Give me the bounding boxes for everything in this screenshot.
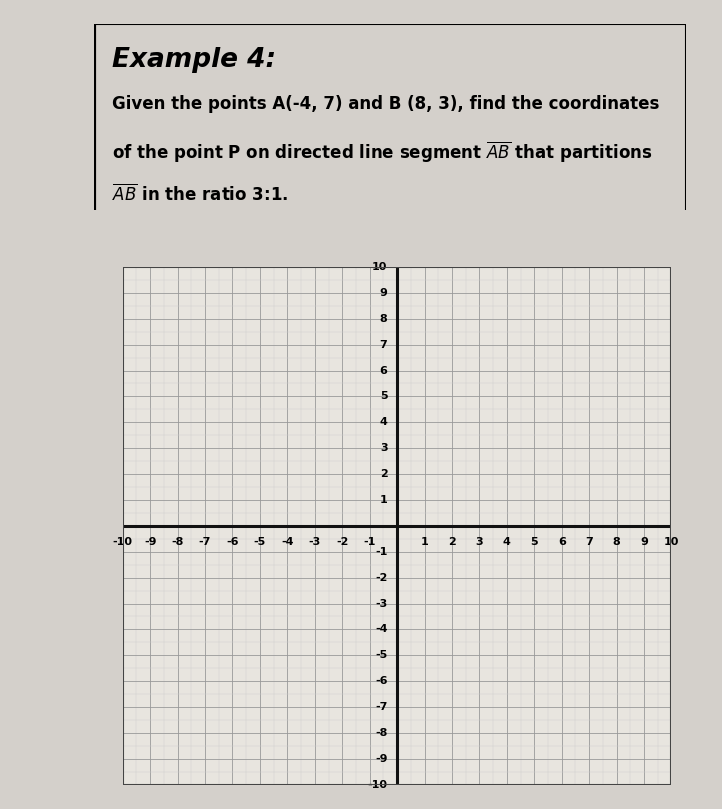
Text: 10: 10: [664, 537, 679, 548]
Text: -4: -4: [375, 625, 388, 634]
Text: 9: 9: [640, 537, 648, 548]
Text: 4: 4: [380, 417, 388, 427]
Text: 2: 2: [448, 537, 456, 548]
Text: -9: -9: [375, 754, 388, 764]
Text: -5: -5: [254, 537, 266, 548]
Text: of the point P on directed line segment $\overline{AB}$ that partitions: of the point P on directed line segment …: [112, 140, 652, 165]
Text: 4: 4: [503, 537, 510, 548]
Text: -8: -8: [171, 537, 184, 548]
Text: 3: 3: [476, 537, 483, 548]
Text: -1: -1: [375, 547, 388, 557]
Text: -7: -7: [375, 702, 388, 712]
Text: 7: 7: [380, 340, 388, 349]
Text: -3: -3: [309, 537, 321, 548]
Text: Given the points A(-4, 7) and B (8, 3), find the coordinates: Given the points A(-4, 7) and B (8, 3), …: [112, 95, 659, 113]
Text: 5: 5: [531, 537, 538, 548]
Text: -8: -8: [375, 728, 388, 738]
Text: 6: 6: [380, 366, 388, 375]
Text: -2: -2: [336, 537, 349, 548]
Text: -6: -6: [375, 676, 388, 686]
Text: -10: -10: [367, 780, 388, 790]
Text: -4: -4: [281, 537, 294, 548]
Text: -1: -1: [363, 537, 376, 548]
Text: $\overline{AB}$ in the ratio 3:1.: $\overline{AB}$ in the ratio 3:1.: [112, 184, 288, 205]
Text: Example 4:: Example 4:: [112, 47, 276, 73]
Text: 3: 3: [380, 443, 388, 453]
Text: -7: -7: [199, 537, 212, 548]
Text: 1: 1: [380, 495, 388, 505]
Text: -9: -9: [144, 537, 157, 548]
Text: 7: 7: [586, 537, 593, 548]
Text: 8: 8: [613, 537, 620, 548]
Text: 1: 1: [421, 537, 428, 548]
Text: -10: -10: [113, 537, 133, 548]
Text: 9: 9: [380, 288, 388, 298]
Text: 10: 10: [372, 262, 388, 272]
Text: -3: -3: [375, 599, 388, 608]
Text: -5: -5: [375, 650, 388, 660]
Text: -6: -6: [226, 537, 239, 548]
Text: 6: 6: [558, 537, 565, 548]
Text: 2: 2: [380, 469, 388, 479]
Text: 5: 5: [380, 392, 388, 401]
Text: -2: -2: [375, 573, 388, 582]
Text: 8: 8: [380, 314, 388, 324]
